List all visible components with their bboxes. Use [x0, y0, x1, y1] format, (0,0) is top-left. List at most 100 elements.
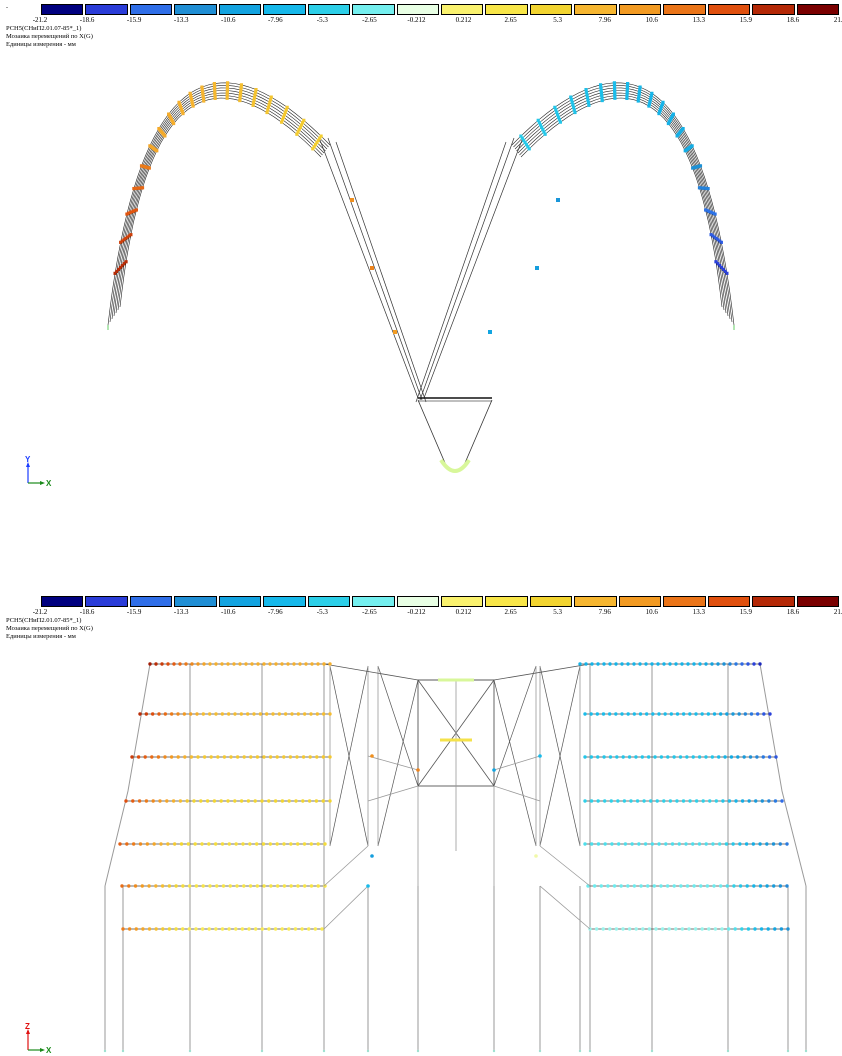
node-marker	[308, 755, 312, 759]
node-marker	[714, 236, 718, 241]
node-marker	[188, 712, 193, 716]
node-marker	[649, 93, 653, 98]
node-marker	[190, 100, 194, 104]
node-marker	[129, 233, 133, 237]
node-marker	[117, 267, 121, 272]
legend-swatch	[396, 596, 439, 607]
legend-swatch	[218, 4, 262, 15]
node-marker	[282, 842, 286, 846]
node-marker	[143, 755, 147, 759]
node-marker	[328, 662, 332, 666]
node-marker	[147, 884, 151, 888]
node-marker	[307, 799, 312, 803]
node-marker	[523, 140, 527, 145]
node-marker	[718, 264, 722, 268]
node-marker	[262, 755, 266, 759]
support-node	[726, 1049, 730, 1053]
tie-member	[323, 845, 369, 887]
node-marker	[199, 799, 203, 803]
node-marker	[213, 96, 217, 101]
node-marker	[165, 799, 169, 803]
node-marker	[701, 799, 705, 803]
legend-tick-label: -15.9	[126, 608, 142, 616]
node-marker	[207, 712, 212, 716]
node-marker	[661, 100, 665, 104]
right-edge-member	[759, 663, 807, 887]
node-marker	[614, 712, 618, 716]
node-marker	[166, 662, 170, 666]
node-marker	[716, 238, 720, 242]
node-marker	[214, 927, 218, 931]
legend-swatch	[796, 4, 839, 15]
node-marker	[608, 662, 612, 666]
node-marker	[249, 755, 253, 759]
node-marker	[600, 98, 604, 103]
node-marker	[638, 85, 642, 89]
node-marker	[238, 98, 242, 103]
node-marker	[188, 91, 192, 95]
elevation-view-panel: -21.2 -18.6 -15.9 -13.3 -10.6 -7.96 -5.3 -2.65 -…	[0, 592, 842, 1056]
node-marker	[253, 799, 257, 803]
node-marker	[612, 83, 617, 88]
node-marker	[717, 755, 721, 759]
node-marker	[182, 712, 187, 716]
node-marker	[145, 842, 150, 846]
node-marker	[113, 271, 117, 275]
left-arch-member	[113, 90, 326, 317]
node-marker	[710, 755, 715, 759]
support-node	[538, 1049, 542, 1053]
node-marker	[709, 233, 713, 237]
node-marker	[573, 110, 577, 115]
node-marker	[734, 799, 738, 803]
node-marker	[685, 755, 689, 759]
legend-swatch	[574, 4, 617, 15]
legend-tick-label: 21.2	[833, 16, 842, 24]
node-marker	[298, 662, 302, 666]
node-marker	[746, 662, 750, 666]
node-marker	[569, 95, 573, 99]
node-marker	[708, 799, 712, 803]
node-marker	[312, 145, 316, 149]
node-marker	[290, 712, 294, 716]
node-marker	[140, 884, 144, 888]
node-marker	[350, 198, 354, 202]
left-arch-member	[107, 82, 331, 326]
node-marker	[694, 799, 699, 803]
node-marker	[598, 83, 603, 87]
support-node	[103, 1049, 107, 1053]
node-marker	[233, 799, 237, 803]
node-marker	[189, 98, 194, 102]
node-marker	[731, 712, 735, 716]
legend-swatch	[529, 596, 573, 607]
node-marker	[674, 662, 678, 666]
node-marker	[612, 81, 617, 85]
node-marker	[714, 799, 719, 803]
node-marker	[184, 662, 188, 666]
caption-units: Единицы измерения - мм	[6, 41, 76, 48]
support-node	[121, 1049, 125, 1053]
node-marker	[179, 106, 183, 110]
node-marker	[583, 755, 587, 759]
node-marker	[235, 755, 240, 759]
node-marker	[720, 927, 724, 931]
node-marker	[766, 927, 770, 931]
node-marker	[181, 927, 185, 931]
support-node	[650, 1049, 654, 1053]
legend-swatch	[529, 4, 573, 15]
node-marker	[672, 755, 676, 759]
node-marker	[238, 96, 242, 100]
node-marker	[556, 115, 561, 119]
node-marker	[228, 884, 232, 888]
node-marker	[287, 927, 291, 931]
caption-load-case: РСН5(СНиП2.01.07-85*_1)	[6, 617, 82, 624]
node-marker	[535, 266, 539, 270]
node-marker	[225, 91, 229, 95]
node-marker	[208, 884, 212, 888]
node-marker	[200, 87, 204, 92]
caption-units: Единицы измерения - мм	[6, 633, 76, 640]
node-marker	[634, 927, 638, 931]
node-marker	[543, 132, 547, 136]
node-marker	[594, 927, 599, 931]
node-marker	[669, 712, 674, 716]
brace-member	[423, 139, 523, 399]
